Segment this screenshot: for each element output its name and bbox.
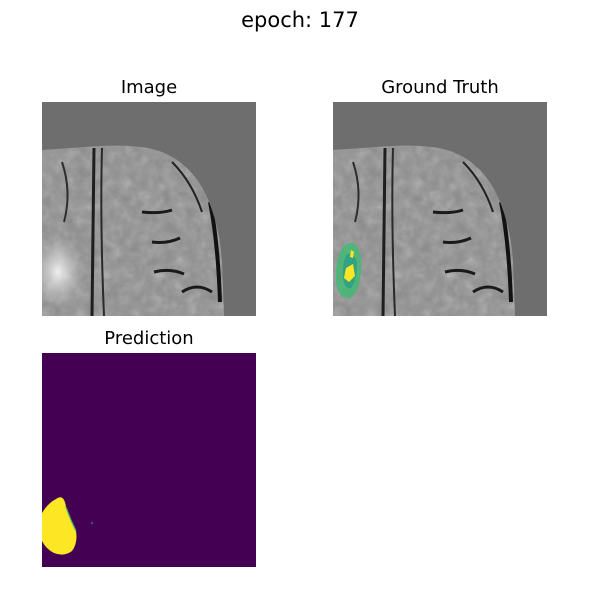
- image-panel-title: Image: [120, 77, 178, 98]
- image-panel: [42, 102, 256, 316]
- prediction-mask: [42, 353, 256, 567]
- ground-truth-panel: [333, 102, 547, 316]
- prediction-panel-title: Prediction: [104, 328, 194, 349]
- figure-title: epoch: 177: [241, 8, 359, 32]
- mri-image: [42, 102, 256, 316]
- ground-truth-panel-title: Ground Truth: [381, 77, 499, 98]
- ground-truth-image: [333, 102, 547, 316]
- prediction-panel: [42, 353, 256, 567]
- predicted-tumor-region: [42, 497, 77, 555]
